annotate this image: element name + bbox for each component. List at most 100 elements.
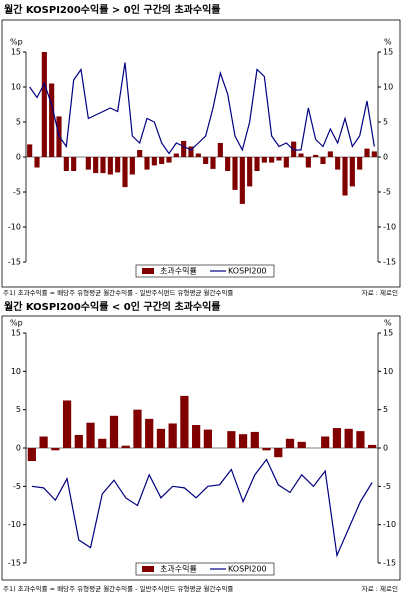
bar [357,157,363,170]
bar [27,144,33,157]
bar [210,157,216,169]
bar [41,52,47,157]
y2-tick-label: 0 [383,153,388,162]
bar [122,157,128,188]
bar [109,415,119,448]
y-tick-label: -15 [8,559,21,568]
y-tick-label: -10 [8,223,21,232]
y2-tick-label: 10 [383,83,393,92]
bar [115,157,121,173]
legend-swatch [142,268,154,274]
bar [313,154,319,157]
y-tick-label: 15 [11,48,21,57]
bar [85,157,91,170]
y-axis-label: %p [10,319,23,328]
bar [283,157,289,168]
bar [269,157,275,163]
bar [151,157,157,166]
y-tick-label: 0 [16,153,21,162]
bar [34,157,40,168]
legend-label: 초과수익률 [160,564,197,574]
bar [276,157,282,161]
bar [371,151,377,157]
bar [320,157,326,164]
bar [305,157,311,168]
y-tick-label: 10 [11,367,21,376]
bar [332,428,342,448]
bar [285,438,295,448]
bar [217,143,223,157]
y2-tick-label: 10 [383,367,393,376]
legend-swatch [142,566,154,572]
y-tick-label: 15 [11,329,21,338]
y-tick-label: -5 [13,482,21,491]
y2-tick-label: 5 [383,118,388,127]
y2-axis-label: % [384,38,392,47]
source: 자료 : 제로인 [362,288,398,297]
bar [98,438,107,448]
y-tick-label: -10 [8,520,21,529]
bar [238,434,248,448]
bar [51,448,60,451]
source: 자료 : 제로인 [362,584,398,593]
bar [342,157,348,196]
bar [39,436,48,448]
legend-box [135,264,275,278]
bar [145,418,154,448]
bar [335,157,341,170]
y-tick-label: 5 [16,405,21,414]
bar [49,83,55,157]
bar [247,157,253,187]
bar [168,423,177,448]
y2-tick-label: -10 [383,223,396,232]
y2-tick-label: -15 [383,258,396,267]
bar [356,431,365,448]
y2-tick-label: 15 [383,329,393,338]
chart-frame [1,315,401,581]
bar [86,422,95,448]
bar [344,428,353,448]
chart-title: 월간 KOSPI200수익률 > 0인 구간의 초과수익률 [4,3,220,16]
bar [192,425,201,448]
y2-tick-label: 5 [383,405,388,414]
bar [166,157,172,163]
bar [129,157,135,175]
bar [156,428,166,448]
line [29,62,375,155]
bar [368,444,377,448]
bar [232,157,238,190]
bar [262,448,271,451]
legend-label: 초과수익률 [160,266,197,276]
bar [188,146,194,157]
y2-tick-label: -5 [383,188,391,197]
y-axis-label: %p [10,38,23,47]
bar [203,429,212,448]
chart-title: 월간 KOSPI200수익률 < 0인 구간의 초과수익률 [4,300,220,313]
bar [203,157,209,164]
bar [364,148,370,157]
legend-box [135,562,275,576]
bar [107,157,113,175]
y2-tick-label: -10 [383,520,396,529]
chart-frame [1,19,401,288]
bar [180,395,189,448]
bar [225,157,231,171]
legend-label: KOSPI200 [228,267,267,276]
bar [298,153,304,157]
bar [121,445,130,448]
footnote: 주1) 초과수익률 = 배당주 유형평균 월간수익률 - 일반주식펀드 유형평균… [3,288,233,297]
y-tick-label: -15 [8,258,21,267]
y2-tick-label: -5 [383,482,391,491]
bar [100,157,106,174]
bar [159,157,165,164]
bar [261,157,267,163]
y-tick-label: 5 [16,118,21,127]
bar [27,448,36,462]
y-tick-label: 10 [11,83,21,92]
bar [144,157,150,170]
bar [274,448,283,458]
bar [227,431,236,448]
y-tick-label: -5 [13,188,21,197]
bar [250,431,259,448]
